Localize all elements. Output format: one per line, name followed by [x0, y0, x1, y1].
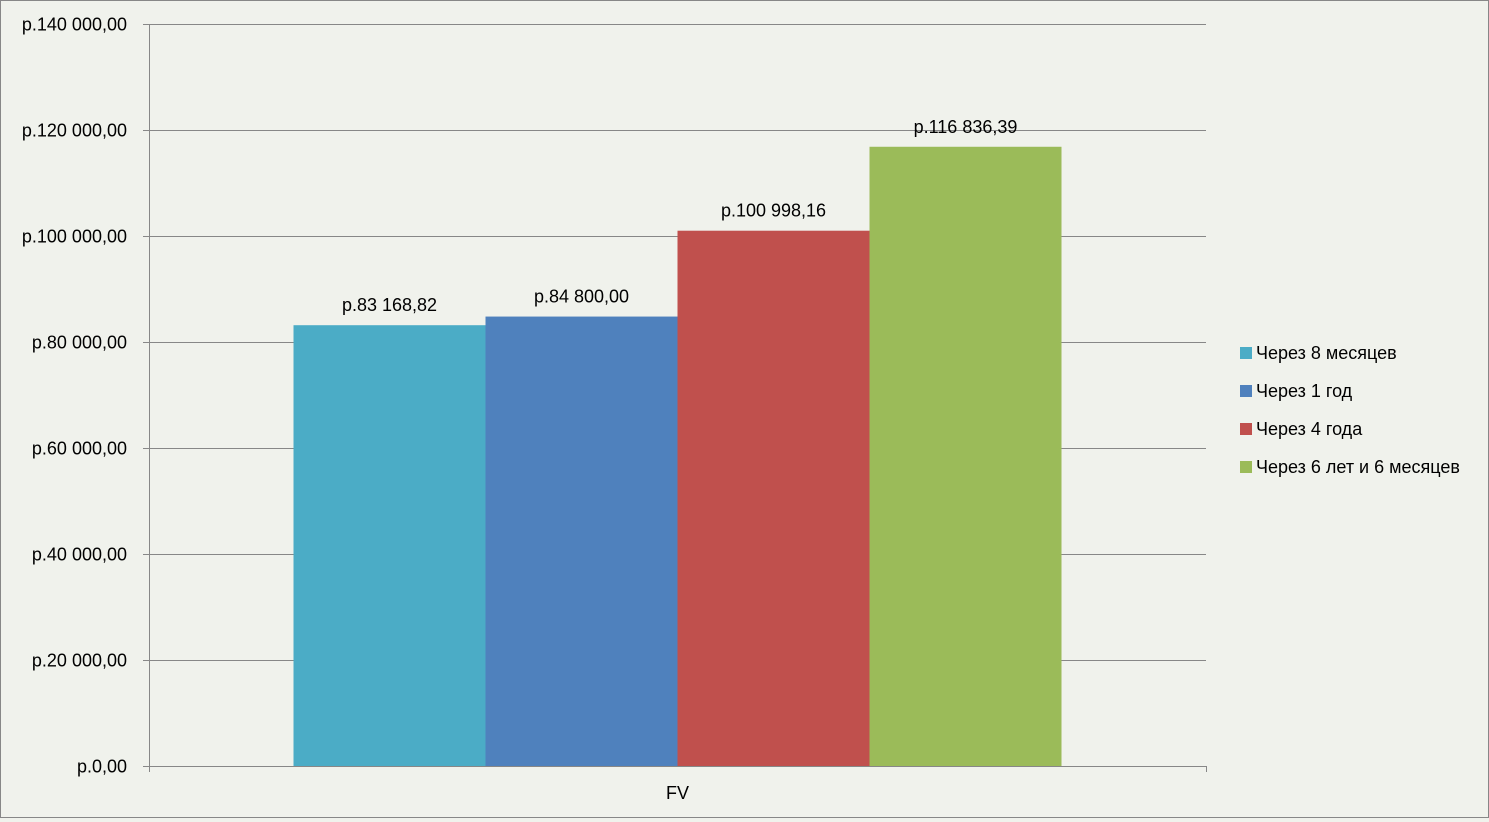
bar [677, 230, 870, 767]
y-tick-label: р.80 000,00 [32, 333, 127, 353]
x-category-label: FV [666, 783, 689, 803]
y-tick-label: р.140 000,00 [22, 15, 127, 35]
axes [149, 24, 1207, 772]
legend-swatch [1240, 461, 1252, 473]
data-label: р.84 800,00 [534, 287, 629, 307]
legend-entry: Через 6 лет и 6 месяцев [1256, 457, 1460, 477]
y-tick-label: р.120 000,00 [22, 121, 127, 141]
data-label: р.116 836,39 [914, 117, 1018, 137]
bar [485, 316, 678, 766]
y-tick-label: р.100 000,00 [22, 227, 127, 247]
legend-swatch [1240, 423, 1252, 435]
data-label: р.100 998,16 [721, 201, 826, 221]
y-axis-ticks: р.0,00 р.20 000,00 р.40 000,00 р.60 000,00 р… [22, 15, 149, 777]
bars [293, 146, 1062, 767]
bar [869, 146, 1062, 766]
y-tick-label: р.0,00 [77, 757, 127, 777]
y-tick-label: р.40 000,00 [32, 545, 127, 565]
legend-entry: Через 8 месяцев [1256, 343, 1397, 363]
x-axis-categories: FV [666, 783, 689, 803]
bar [293, 325, 486, 766]
y-tick-label: р.60 000,00 [32, 439, 127, 459]
legend: Через 8 месяцев Через 1 год Через 4 года Че… [1240, 343, 1460, 477]
legend-swatch [1240, 385, 1252, 397]
legend-swatch [1240, 347, 1252, 359]
legend-entry: Через 1 год [1256, 381, 1353, 401]
data-label: р.83 168,82 [342, 295, 437, 315]
y-tick-label: р.20 000,00 [32, 651, 127, 671]
legend-entry: Через 4 года [1256, 419, 1363, 439]
data-labels: р.83 168,82 р.84 800,00 р.100 998,16 р.116 … [342, 117, 1017, 315]
